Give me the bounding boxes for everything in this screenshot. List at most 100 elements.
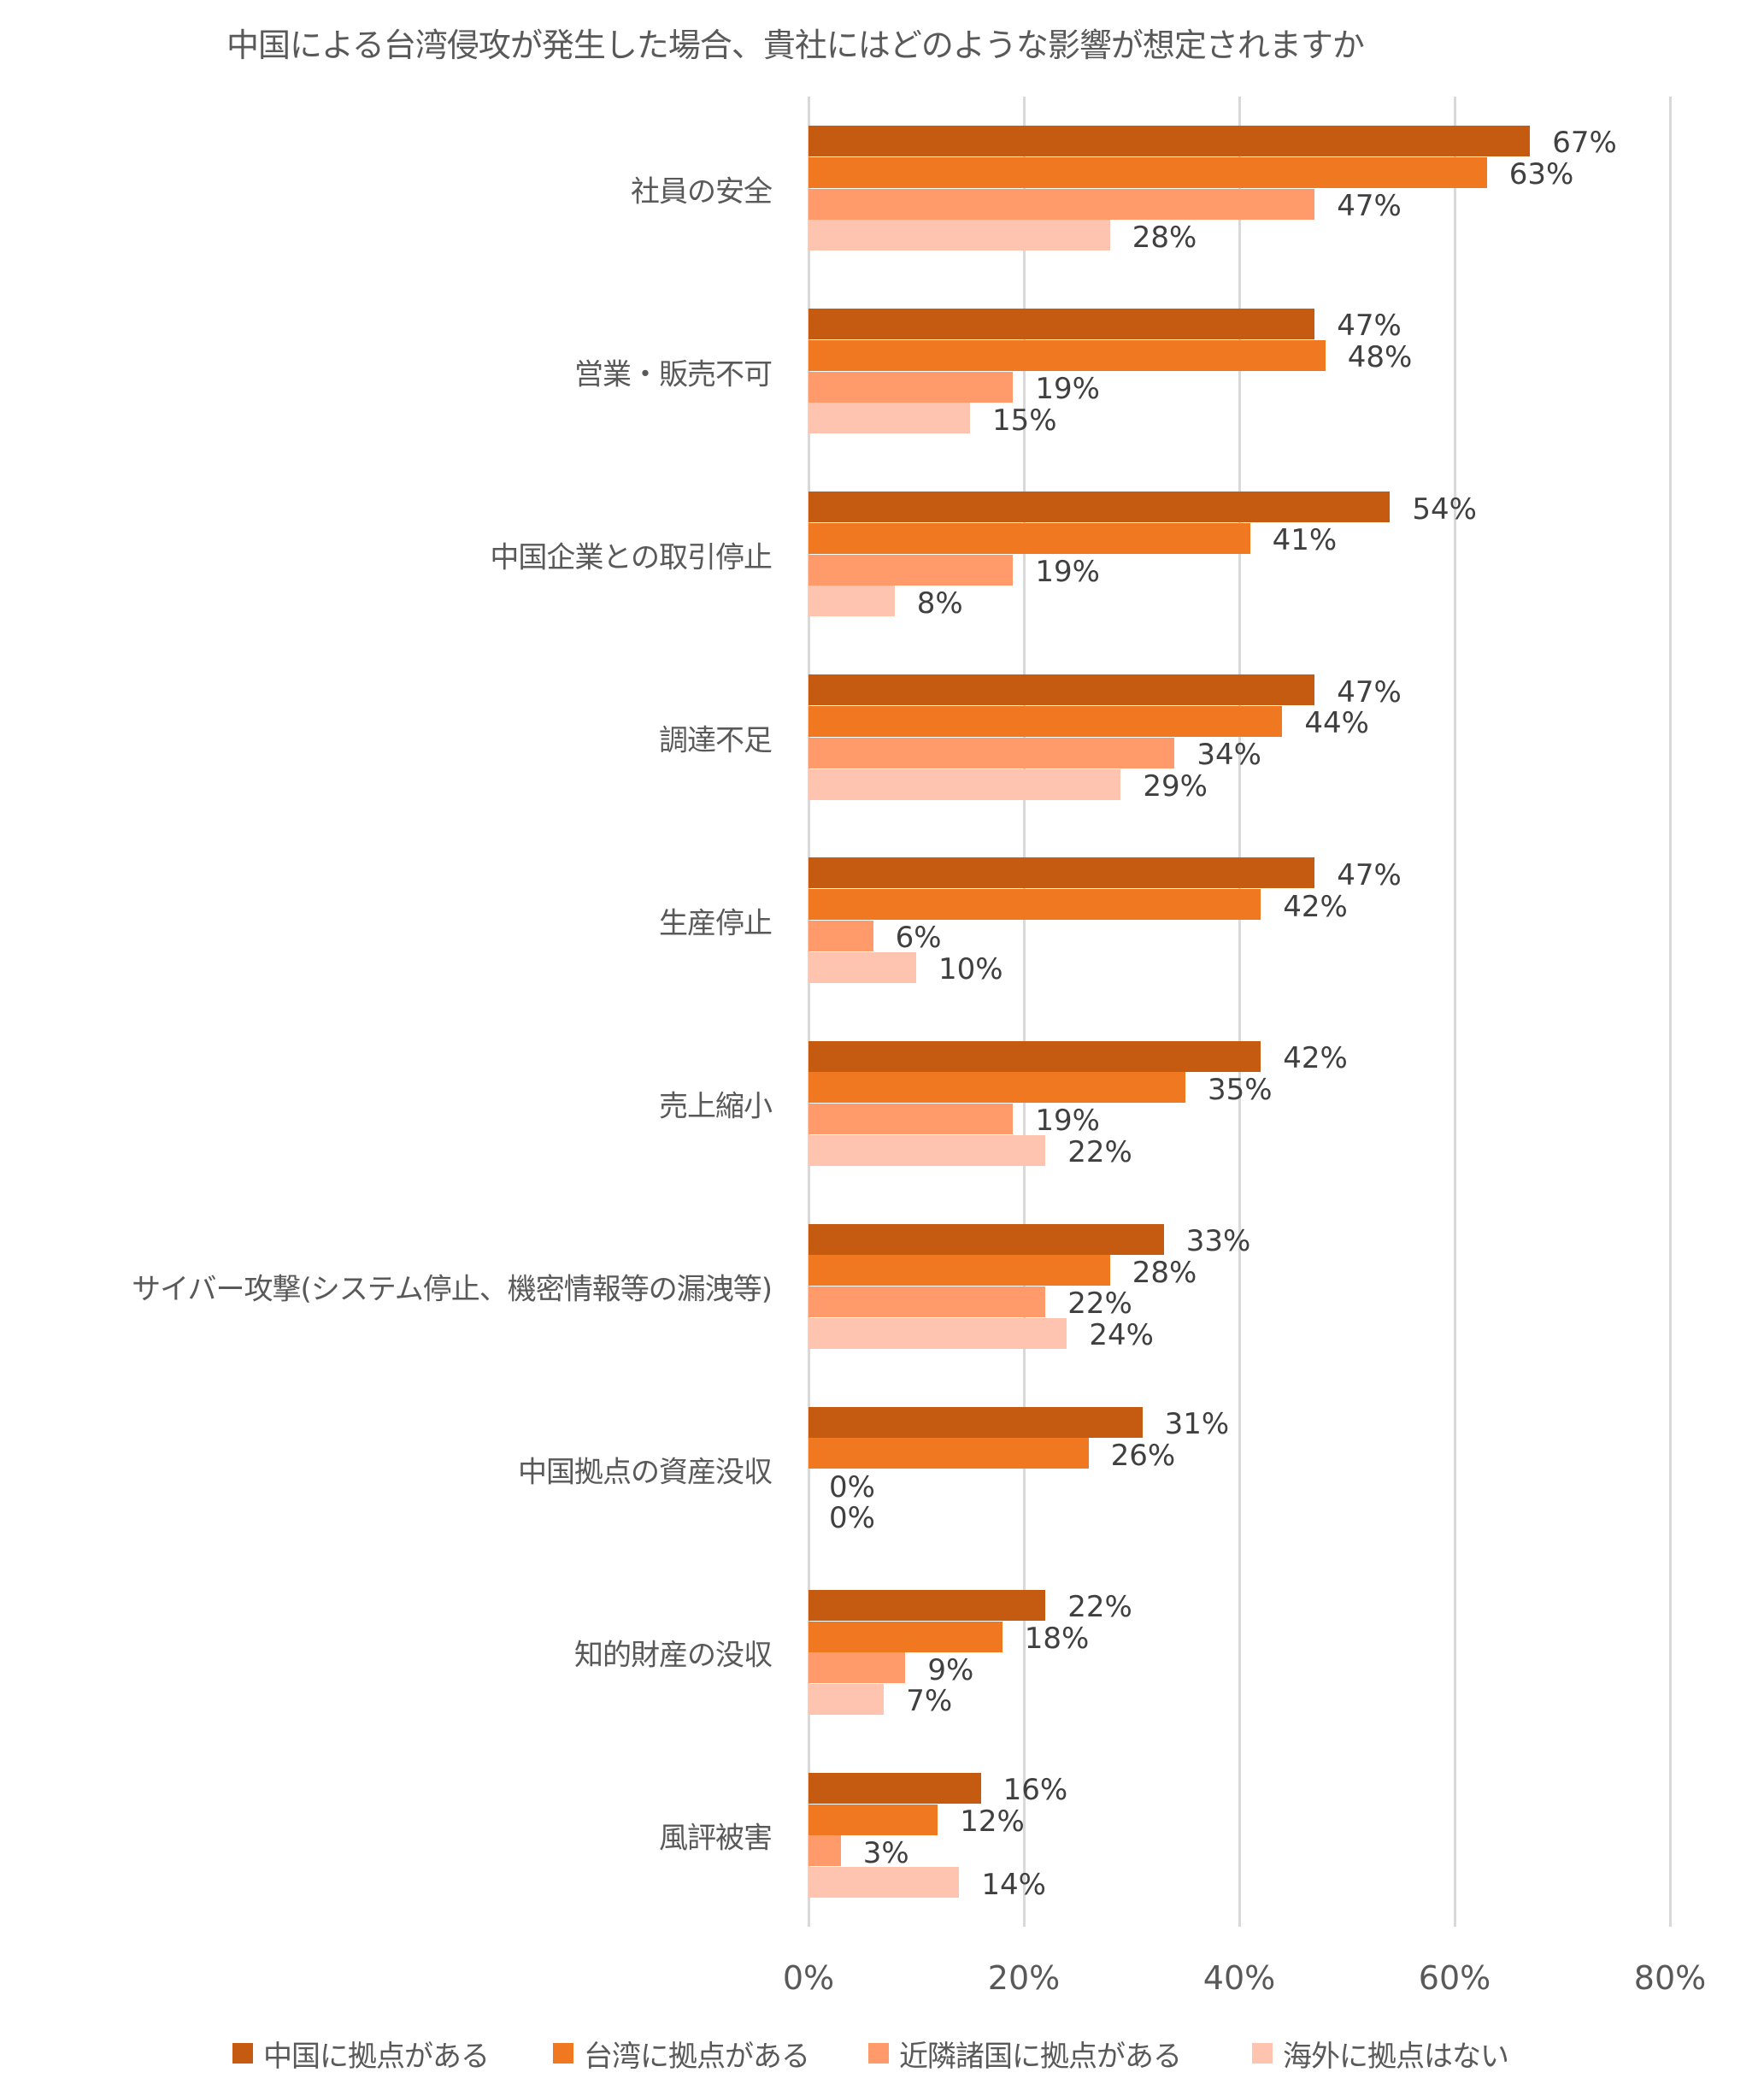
data-label: 47% [1337,857,1402,892]
data-label: 29% [1143,768,1208,804]
category-label: 中国企業との取引停止 [490,540,773,575]
data-label: 26% [1110,1438,1176,1473]
data-label: 18% [1024,1621,1090,1656]
legend-label: 台湾に拠点がある [584,2039,810,2074]
legend-item: 中国に拠点がある [232,2034,490,2074]
bar [808,156,1487,188]
data-label: 47% [1337,309,1402,344]
chart-title: 中国による台湾侵攻が発生した場合、貴社にはどのような影響が想定されますか [226,26,1365,64]
data-label: 24% [1089,1318,1154,1353]
bar [808,188,1315,220]
data-label: 42% [1283,1040,1348,1075]
data-label: 41% [1272,523,1338,558]
data-label: 33% [1185,1223,1251,1258]
category-label: 社員の安全 [631,174,773,209]
data-label: 35% [1208,1072,1273,1107]
data-label: 14% [981,1867,1046,1902]
data-label: 42% [1283,889,1348,924]
bar [808,920,873,951]
data-label: 0% [829,1501,875,1536]
x-tick-label: 80% [1633,1959,1707,1997]
bar [808,1621,1003,1652]
data-label: 10% [938,952,1003,987]
data-label: 31% [1164,1407,1230,1442]
data-label: 44% [1304,706,1369,741]
legend-item: 海外に拠点はない [1252,2034,1509,2074]
x-tick-label: 60% [1418,1959,1491,1997]
bar [808,586,895,617]
bar [808,1255,1110,1286]
bar [808,309,1315,340]
data-label: 16% [1003,1773,1068,1808]
data-label: 19% [1035,371,1100,406]
bar [808,1589,1046,1621]
bar [808,1317,1067,1349]
x-tick-label: 20% [987,1959,1061,1997]
data-label: 67% [1552,126,1617,161]
bar [808,1072,1185,1104]
category-label: 中国拠点の資産没収 [518,1455,773,1490]
data-label: 47% [1337,188,1402,223]
bar [808,522,1250,554]
data-label: 3% [862,1835,909,1870]
data-label: 9% [927,1652,974,1687]
data-label: 54% [1412,492,1477,527]
data-label: 8% [916,586,963,621]
legend-label: 中国に拠点がある [263,2039,490,2074]
bar [808,674,1315,706]
data-label: 22% [1067,1135,1132,1170]
bar [808,1286,1046,1318]
bar [808,768,1121,800]
data-label: 19% [1035,1104,1100,1139]
bar [808,1104,1014,1134]
category-label: 生産停止 [659,906,773,941]
legend-item: 台湾に拠点がある [553,2034,810,2074]
bar [808,492,1391,523]
bar [808,951,916,983]
legend-swatch-icon [232,2043,253,2064]
bar [808,1040,1261,1072]
bar [808,1867,960,1899]
bar [808,706,1283,738]
legend-swatch-icon [553,2043,573,2064]
bar [808,371,1014,403]
bar [808,554,1014,586]
gridline [1023,97,1026,1927]
bar [808,1804,938,1835]
data-label: 19% [1035,555,1100,590]
data-label: 7% [906,1684,953,1719]
bar [808,1835,841,1867]
category-label: 調達不足 [659,723,773,758]
legend-label: 近隣諸国に拠点がある [899,2039,1182,2074]
gridline [1454,97,1456,1927]
category-label: サイバー攻撃(システム停止、機密情報等の漏洩等) [132,1272,773,1307]
data-label: 28% [1132,1255,1197,1290]
bar [808,1438,1089,1469]
x-tick-label: 0% [782,1959,835,1997]
legend-item: 近隣諸国に拠点がある [868,2034,1182,2074]
bar [808,1772,981,1804]
data-label: 34% [1197,738,1261,773]
bar [808,737,1175,768]
bar [808,339,1326,371]
data-label: 47% [1337,674,1402,709]
data-label: 6% [895,921,942,956]
bar [808,1684,885,1716]
bar [808,403,970,434]
legend-label: 海外に拠点はない [1283,2039,1509,2074]
category-label: 営業・販売不可 [574,357,773,392]
bar [808,220,1110,251]
gridline [1238,97,1241,1927]
gridline [1669,97,1672,1927]
gridline [808,97,810,1927]
data-label: 48% [1347,340,1413,375]
x-tick-label: 40% [1202,1959,1276,1997]
bar [808,1652,906,1684]
bar [808,1406,1143,1438]
data-label: 22% [1067,1590,1132,1625]
category-label: 知的財産の没収 [574,1638,773,1673]
bar [808,1134,1046,1166]
bar [808,857,1315,889]
data-label: 12% [960,1805,1025,1840]
